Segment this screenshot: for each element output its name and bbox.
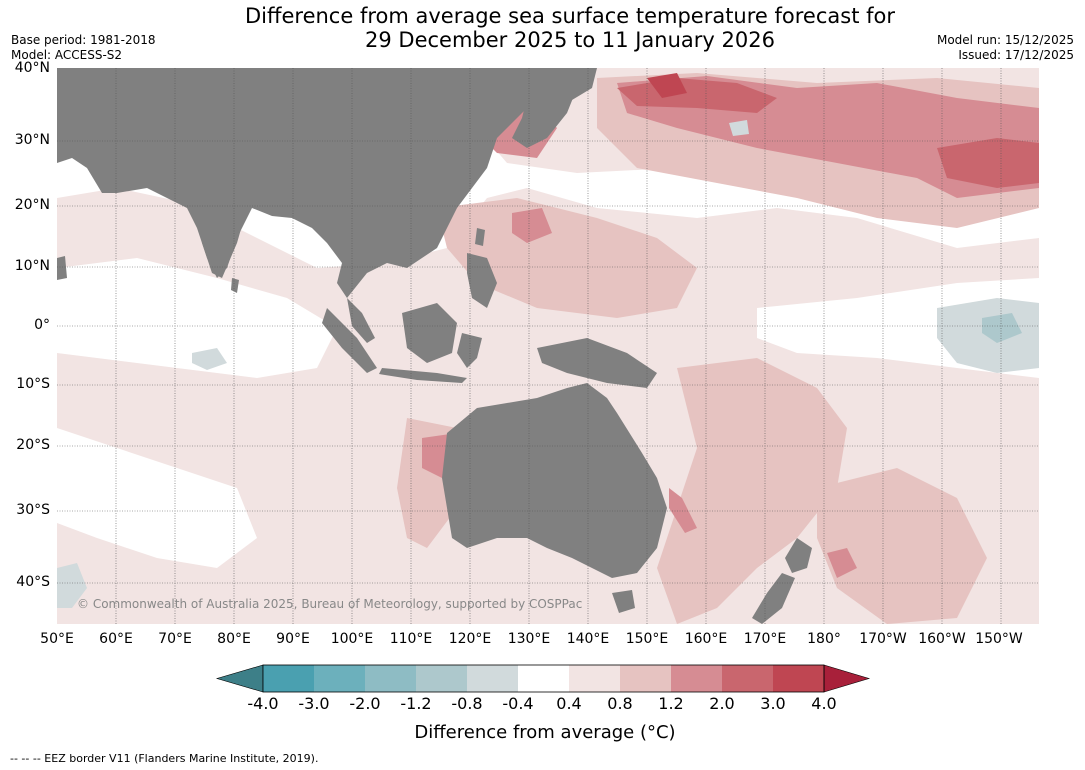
colorbar-over-arrow (823, 664, 871, 693)
lat-label-10n: 10°N (14, 258, 50, 274)
colorbar-tick: 3.0 (760, 694, 786, 713)
lat-label-equator: 0° (34, 317, 50, 333)
anomaly-neutral-south (57, 428, 257, 568)
lon-label-180: 180° (807, 631, 841, 647)
anomaly-1-2-tasman-patch (827, 548, 857, 578)
lon-label-70e: 70°E (158, 631, 192, 647)
copyright-notice: © Commonwealth of Australia 2025, Bureau… (77, 597, 583, 611)
colorbar-bin-11 (773, 665, 824, 692)
anomaly-neutral-band (57, 258, 337, 378)
anomaly-neg-0-4-indian (192, 348, 227, 370)
title-line-2: 29 December 2025 to 11 January 2026 (365, 28, 775, 52)
anomaly-1-2-png-patch (512, 208, 552, 243)
new-zealand-south (752, 573, 795, 624)
lon-label-160w: 160°W (918, 631, 966, 647)
lat-label-30n: 30°N (14, 132, 50, 148)
land-masses (57, 68, 812, 624)
anomaly-neg-0-4-southwest (57, 563, 87, 608)
page-title: Difference from average sea surface temp… (0, 4, 1085, 52)
lat-label-40n: 40°N (14, 60, 50, 76)
taiwan (475, 228, 485, 246)
lon-label-90e: 90°E (276, 631, 310, 647)
lat-label-30s: 30°S (16, 502, 50, 518)
madagascar-edge (57, 256, 67, 280)
lon-label-120e: 120°E (448, 631, 492, 647)
lon-label-110e: 110°E (389, 631, 433, 647)
anomaly-1-2-coral-patch (669, 488, 697, 533)
sst-anomaly-map (57, 68, 1039, 624)
lon-label-60e: 60°E (99, 631, 133, 647)
new-zealand-north (785, 538, 812, 573)
colorbar-tick: -3.0 (298, 694, 330, 713)
lon-label-150w: 150°W (975, 631, 1023, 647)
model-run: Model run: 15/12/2025 (936, 33, 1074, 47)
lon-label-170w: 170°W (859, 631, 907, 647)
lat-label-20n: 20°N (14, 197, 50, 213)
new-guinea (537, 338, 657, 388)
lon-label-100e: 100°E (330, 631, 374, 647)
colorbar-bin-3 (365, 665, 416, 692)
colorbar-bin-6 (518, 665, 569, 692)
tasmania (612, 590, 635, 613)
sri-lanka (231, 278, 239, 293)
colorbar-bin-9 (671, 665, 722, 692)
colorbar-tick: -2.0 (349, 694, 381, 713)
colorbar-bin-1 (263, 665, 314, 692)
title-line-1: Difference from average sea surface temp… (245, 4, 895, 28)
india-peninsula (197, 193, 247, 278)
map-canvas (57, 68, 1039, 624)
colorbar-tick: -0.8 (451, 694, 483, 713)
colorbar-tick: -1.2 (400, 694, 432, 713)
colorbar-bin-5 (467, 665, 518, 692)
lat-label-20s: 20°S (16, 437, 50, 453)
base-period: Base period: 1981-2018 (11, 33, 156, 47)
issued-date: Issued: 17/12/2025 (958, 48, 1074, 62)
colorbar-tick: 0.8 (607, 694, 633, 713)
eez-border-note: -- -- -- EEZ border V11 (Flanders Marine… (10, 752, 319, 765)
colorbar-tick: -0.4 (502, 694, 534, 713)
anomaly-neg-0-4-north-pacific (729, 120, 749, 136)
java (379, 368, 467, 383)
colorbar-tick: -4.0 (247, 694, 279, 713)
colorbar-bin-2 (314, 665, 365, 692)
lon-label-80e: 80°E (217, 631, 251, 647)
malay-peninsula (347, 298, 375, 343)
anomaly-3-0-patch (647, 73, 687, 98)
lat-label-10s: 10°S (16, 376, 50, 392)
colorbar-under-arrow (215, 664, 264, 693)
colorbar-bin-10 (722, 665, 773, 692)
model-name: Model: ACCESS-S2 (11, 48, 123, 62)
sulawesi (457, 333, 482, 368)
graticule (57, 68, 1039, 624)
anomaly-0-8-coral-sea (657, 358, 847, 624)
anomaly-neg-0-8-east-equator (982, 313, 1022, 343)
lon-label-170e: 170°E (743, 631, 787, 647)
anomaly-0-8-tasman (817, 468, 987, 624)
lon-label-160e: 160°E (684, 631, 728, 647)
lon-label-150e: 150°E (625, 631, 669, 647)
colorbar-tick: 1.2 (658, 694, 684, 713)
colorbar-bin-8 (620, 665, 671, 692)
asia-landmass (57, 68, 597, 298)
colorbar-bin-4 (416, 665, 467, 692)
australia (442, 383, 667, 578)
lat-label-40s: 40°S (16, 574, 50, 590)
borneo (402, 303, 457, 363)
colorbar-tick: 0.4 (556, 694, 582, 713)
colorbar (215, 664, 871, 693)
colorbar-tick: 2.0 (709, 694, 735, 713)
colorbar-bin-7 (569, 665, 620, 692)
colorbar-tick: 4.0 (811, 694, 837, 713)
anomaly-2-0-east (937, 138, 1039, 188)
anomaly-0-8-west-pacific (437, 198, 697, 318)
japan (512, 83, 577, 148)
lon-label-130e: 130°E (507, 631, 551, 647)
colorbar-label: Difference from average (°C) (414, 722, 676, 743)
lon-label-50e: 50°E (40, 631, 74, 647)
sumatra (322, 308, 377, 373)
lon-label-140e: 140°E (566, 631, 610, 647)
